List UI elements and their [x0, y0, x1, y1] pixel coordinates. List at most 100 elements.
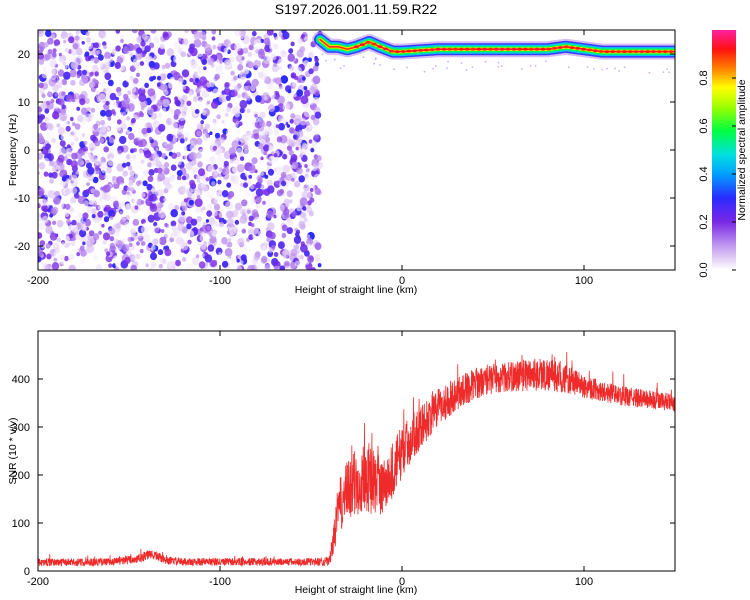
heatmap-noise-cell [205, 219, 209, 223]
heatmap-noise-cell [163, 197, 168, 202]
heatmap-noise-cell [130, 264, 137, 270]
heatmap-noise-cell [132, 218, 140, 227]
heatmap-noise-cell [290, 113, 296, 119]
heatmap-noise-cell [239, 34, 244, 40]
heatmap-noise-cell [206, 82, 212, 88]
heatmap-noise-cell [309, 86, 317, 95]
heatmap-noise-cell [147, 162, 152, 168]
heatmap-noise-cell [207, 217, 216, 226]
heatmap-noise-cell [266, 179, 273, 187]
heatmap-noise-cell [136, 198, 143, 206]
heatmap-noise-cell [294, 100, 301, 108]
heatmap-noise-cell [299, 153, 304, 158]
heatmap-noise-cell [161, 153, 167, 159]
heatmap-noise-cell [180, 51, 187, 58]
heatmap-signal-peak [534, 47, 540, 51]
heatmap-noise-cell [218, 252, 222, 256]
snr-y-tick-label: 100 [12, 518, 30, 530]
heatmap-noise-cell [98, 54, 104, 61]
heatmap-noise-cell [116, 191, 121, 197]
heatmap-noise-cell [309, 188, 314, 192]
heatmap-noise-cell [196, 216, 202, 222]
heatmap-noise-cell [181, 85, 186, 90]
heatmap-noise-cell [61, 78, 68, 86]
heatmap-noise-cell [126, 191, 130, 195]
heatmap-noise-cell [235, 128, 241, 135]
heatmap-noise-cell [268, 145, 275, 152]
heatmap-noise-cell [53, 103, 60, 110]
heatmap-noise-cell [38, 249, 44, 257]
heatmap-noise-cell [64, 255, 69, 262]
heatmap-noise-cell [211, 36, 216, 41]
heatmap-noise-cell [55, 44, 62, 52]
heatmap-noise-cell [147, 175, 154, 183]
heatmap-noise-cell [133, 233, 139, 240]
heatmap-noise-cell [114, 248, 120, 254]
heatmap-signal-peak [499, 47, 505, 51]
heatmap-noise-cell [271, 155, 279, 163]
heatmap-noise-cell [124, 256, 131, 264]
heatmap-noise-cell [171, 178, 178, 185]
heatmap-noise-cell [58, 91, 66, 99]
heatmap-noise-cell [181, 211, 186, 216]
heatmap-noise-cell [57, 154, 65, 163]
heatmap-noise-cell [129, 187, 135, 192]
heatmap-noise-cell [90, 188, 96, 194]
heatmap-noise-cell [67, 134, 72, 140]
heatmap-noise-cell [246, 108, 251, 113]
heatmap-noise-cell [139, 248, 144, 254]
heatmap-noise-cell [132, 78, 138, 84]
heatmap-noise-cell [313, 173, 321, 182]
heatmap-noise-cell [210, 125, 218, 134]
heatmap-noise-cell [94, 140, 101, 147]
heatmap-noise-cell [70, 47, 78, 56]
heatmap-noise-cell [208, 191, 214, 196]
heatmap-signal-speck [393, 68, 395, 71]
heatmap-noise-cell [38, 152, 44, 160]
heatmap-noise-cell [40, 261, 44, 266]
heatmap-noise-cell [253, 253, 260, 261]
heatmap-noise-cell [112, 224, 117, 230]
heatmap-noise-cell [38, 213, 42, 218]
heatmap-signal-speck [529, 65, 532, 67]
heatmap-noise-cell [38, 232, 43, 239]
heatmap-signal-peak [464, 47, 470, 51]
heatmap-noise-cell [76, 252, 80, 257]
heatmap-noise-cell [122, 111, 126, 116]
heatmap-noise-cell [292, 92, 297, 98]
heatmap-noise-cell [96, 49, 101, 55]
heatmap-noise-cell [126, 78, 130, 83]
heatmap-noise-cell [299, 197, 308, 206]
heatmap-noise-cell [247, 264, 255, 270]
heatmap-noise-cell [299, 117, 307, 126]
heatmap-signal-peak [540, 47, 546, 51]
heatmap-noise-cell [314, 242, 322, 251]
heatmap-noise-cell [207, 244, 215, 252]
heatmap-noise-cell [74, 35, 80, 41]
heatmap-noise-cell [294, 260, 301, 267]
heatmap-noise-cell [91, 213, 96, 219]
heatmap-noise-cell [232, 84, 237, 90]
heatmap-noise-cell [126, 116, 131, 121]
colorbar-ticks: 0.0 0.2 0.4 0.6 0.8 [698, 70, 736, 278]
heatmap-noise-cell [144, 150, 152, 159]
heatmap-noise-cell [70, 160, 78, 169]
heatmap-noise-cell [197, 124, 202, 130]
heatmap-noise-cell [88, 113, 94, 120]
heatmap-noise-cell [85, 31, 90, 37]
heatmap-noise-cell [79, 245, 85, 251]
heatmap-noise-cell [317, 263, 322, 268]
heatmap-noise-cell [193, 39, 202, 48]
heatmap-noise-cell [56, 30, 62, 36]
heatmap-noise-cell [247, 228, 255, 236]
heatmap-noise-cell [100, 186, 104, 191]
heatmap-noise-cell [175, 238, 181, 245]
heatmap-x-tick-label: -200 [27, 275, 49, 287]
heatmap-noise-cell [46, 243, 51, 248]
heatmap-signal-speck [545, 60, 547, 63]
heatmap-noise-cell [181, 242, 189, 251]
heatmap-noise-cell [217, 179, 222, 185]
heatmap-noise-cell [93, 42, 99, 49]
heatmap-noise-cell [314, 61, 320, 67]
heatmap-noise-cell [227, 241, 233, 248]
